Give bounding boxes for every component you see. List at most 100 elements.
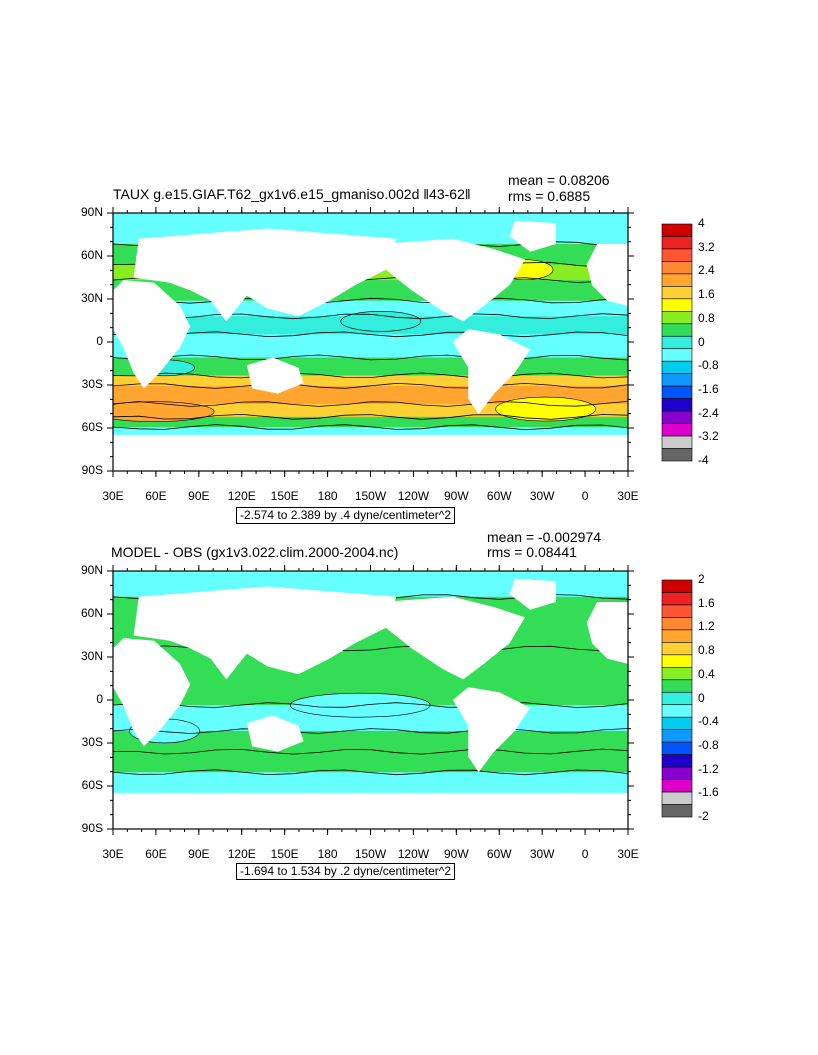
lon-tick-label: 150E [270, 847, 299, 861]
field-band [113, 416, 628, 429]
colorbar-label: -1.6 [698, 785, 719, 800]
colorbar-label: 0 [698, 334, 705, 349]
colorbar-swatch [661, 223, 693, 237]
lon-tick-label: 90E [188, 489, 210, 503]
lon-tick-label: 90E [188, 847, 210, 861]
lon-tick-label: 60E [145, 489, 167, 503]
lat-tick-label: 0 [96, 692, 103, 706]
colorbar-label: 1.6 [698, 287, 715, 302]
field-blob [495, 396, 596, 422]
colorbar-swatch [661, 373, 693, 387]
colorbar-label: -1.6 [698, 381, 719, 396]
land-mask [586, 244, 628, 306]
colorbar-swatch [661, 604, 693, 618]
colorbar-swatch [661, 360, 693, 374]
contour-line [113, 728, 628, 734]
colorbar-swatch [661, 629, 693, 643]
colorbar-label: -2 [698, 809, 709, 823]
colorbar-swatch [661, 348, 693, 362]
lon-tick-label: 60W [486, 489, 512, 503]
colorbar-label: 2.4 [698, 263, 715, 278]
lon-tick-label: 30E [102, 489, 124, 503]
lat-tick-label: 30S [81, 377, 103, 391]
lon-tick-label: 30E [102, 847, 124, 861]
colorbar-swatch [661, 448, 693, 462]
colorbar-swatch [661, 273, 693, 287]
land-mask [133, 228, 397, 322]
colorbar-swatch [661, 642, 693, 656]
colorbar-swatch [661, 286, 693, 300]
contour-line [113, 313, 628, 320]
colorbar-label: 1.6 [698, 595, 715, 610]
lon-tick-label: 150W [354, 489, 387, 503]
colorbar-label: -4 [698, 453, 709, 467]
panel2-range-label: -1.694 to 1.534 by .2 dyne/centimeter^2 [236, 863, 456, 880]
lat-tick-label: 60S [81, 778, 103, 792]
panel2-mean: mean = -0.002974 [487, 529, 602, 545]
land-mask [509, 578, 556, 610]
land-mask [452, 329, 531, 415]
lon-tick-label: 120W [397, 489, 430, 503]
lon-tick-label: 60E [145, 847, 167, 861]
lon-tick-label: 120W [397, 847, 430, 861]
panel2-title: MODEL - OBS (gx1v3.022.clim.2000-2004.nc… [111, 544, 399, 560]
panel2-rms: rms = 0.08441 [487, 544, 577, 560]
lon-tick-label: 150W [354, 847, 387, 861]
colorbar-label: 2 [698, 572, 705, 586]
lon-tick-label: 120E [227, 489, 256, 503]
colorbar-swatch [661, 654, 693, 668]
panel1-range-label: -2.574 to 2.389 by .4 dyne/centimeter^2 [236, 507, 456, 524]
lon-tick-label: 150E [270, 489, 299, 503]
lon-tick-label: 180 [317, 847, 338, 861]
contour-line [113, 372, 628, 379]
land-mask [133, 586, 397, 680]
colorbar-label: 0.8 [698, 643, 715, 658]
colorbar-swatch [661, 804, 693, 818]
contour-line [113, 748, 628, 755]
land-mask [586, 602, 628, 664]
land-mask [113, 280, 191, 389]
colorbar-label: -0.8 [698, 358, 719, 373]
colorbar-swatch [661, 754, 693, 768]
panel1-title: TAUX g.e15.GIAF.T62_gx1v6.e15_gmaniso.00… [113, 186, 471, 202]
colorbar-swatch [661, 716, 693, 730]
colorbar-swatch [661, 779, 693, 793]
colorbar-swatch [661, 335, 693, 350]
lon-tick-label: 120E [227, 847, 256, 861]
lat-tick-label: 30S [81, 735, 103, 749]
lat-tick-label: 90N [80, 563, 103, 577]
land-mask [113, 434, 628, 471]
field-band [113, 385, 628, 405]
colorbar-swatch [661, 729, 693, 743]
colorbar-label: -1.2 [698, 761, 719, 776]
contour-line [113, 424, 628, 431]
lat-tick-label: 60N [80, 248, 103, 262]
lat-tick-label: 30N [80, 291, 103, 305]
panel2-map [107, 565, 634, 835]
land-mask [246, 715, 304, 752]
lon-tick-label: 30W [529, 489, 555, 503]
land-mask [113, 638, 191, 747]
panel2-colorbar [661, 579, 693, 818]
colorbar-swatch [661, 704, 693, 718]
contour-line [113, 331, 628, 338]
contour-line [113, 354, 628, 361]
colorbar-swatch [661, 435, 693, 449]
colorbar-swatch [661, 311, 693, 325]
lon-tick-label: 30E [617, 489, 639, 503]
lon-tick-label: 30W [529, 847, 555, 861]
field-band [113, 375, 628, 387]
colorbar-label: -2.4 [698, 405, 719, 420]
colorbar-label: 0 [698, 690, 705, 705]
colorbar-label: -0.4 [698, 714, 719, 729]
contour-line [113, 382, 628, 389]
colorbar-label: 3.2 [698, 239, 715, 254]
colorbar-swatch [661, 579, 693, 593]
colorbar-swatch [661, 298, 693, 312]
colorbar-swatch [661, 679, 693, 693]
colorbar-swatch [661, 741, 693, 755]
field-blob [340, 311, 422, 332]
contour-line [113, 702, 628, 708]
lon-tick-label: 90W [443, 489, 469, 503]
